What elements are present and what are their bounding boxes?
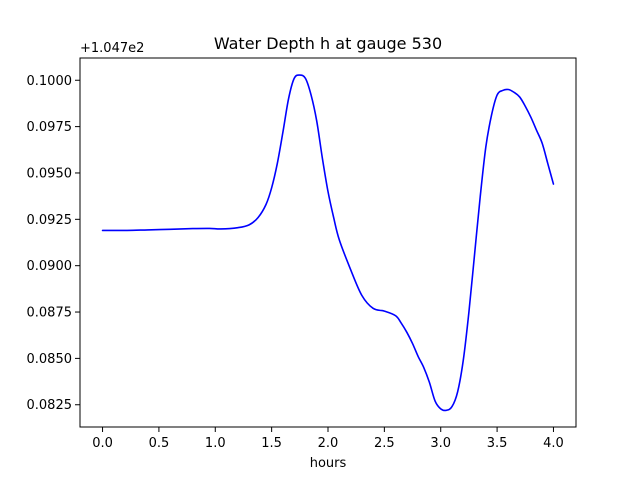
y-tick-label: 0.0875 <box>27 306 73 321</box>
y-axis-ticks: 0.0825 0.0850 0.0875 0.0900 0.0925 0.0950 0.09… <box>27 74 80 413</box>
x-tick-label: 0.0 <box>92 436 113 451</box>
x-tick-label: 4.0 <box>543 436 564 451</box>
x-axis-ticks: 0.0 0.5 1.0 1.5 2.0 2.5 3.0 3.5 4.0 <box>92 427 564 451</box>
y-tick-label: 0.0925 <box>27 213 73 228</box>
y-tick-label: 0.0975 <box>27 120 73 135</box>
x-tick-label: 1.0 <box>205 436 226 451</box>
x-tick-label: 0.5 <box>149 436 170 451</box>
x-axis-label: hours <box>310 456 347 471</box>
y-tick-label: 0.0900 <box>27 259 73 274</box>
x-tick-label: 2.0 <box>318 436 339 451</box>
x-tick-label: 3.5 <box>487 436 508 451</box>
y-tick-label: 0.0825 <box>27 398 73 413</box>
x-tick-label: 3.0 <box>430 436 451 451</box>
y-tick-label: 0.0850 <box>27 352 73 367</box>
x-tick-label: 2.5 <box>374 436 395 451</box>
plot-background <box>80 58 576 427</box>
series-line <box>101 74 555 412</box>
y-tick-label: 0.0950 <box>27 166 73 181</box>
x-tick-label: 1.5 <box>261 436 282 451</box>
y-axis-offset-label: +1.047e2 <box>80 41 144 56</box>
y-tick-label: 0.1000 <box>27 74 73 89</box>
plot-frame <box>79 57 577 428</box>
chart-title: Water Depth h at gauge 530 <box>214 34 442 53</box>
